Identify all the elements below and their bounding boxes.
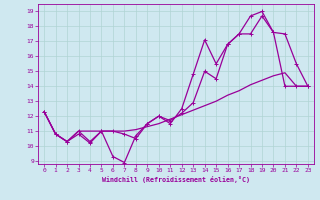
X-axis label: Windchill (Refroidissement éolien,°C): Windchill (Refroidissement éolien,°C) <box>102 176 250 183</box>
